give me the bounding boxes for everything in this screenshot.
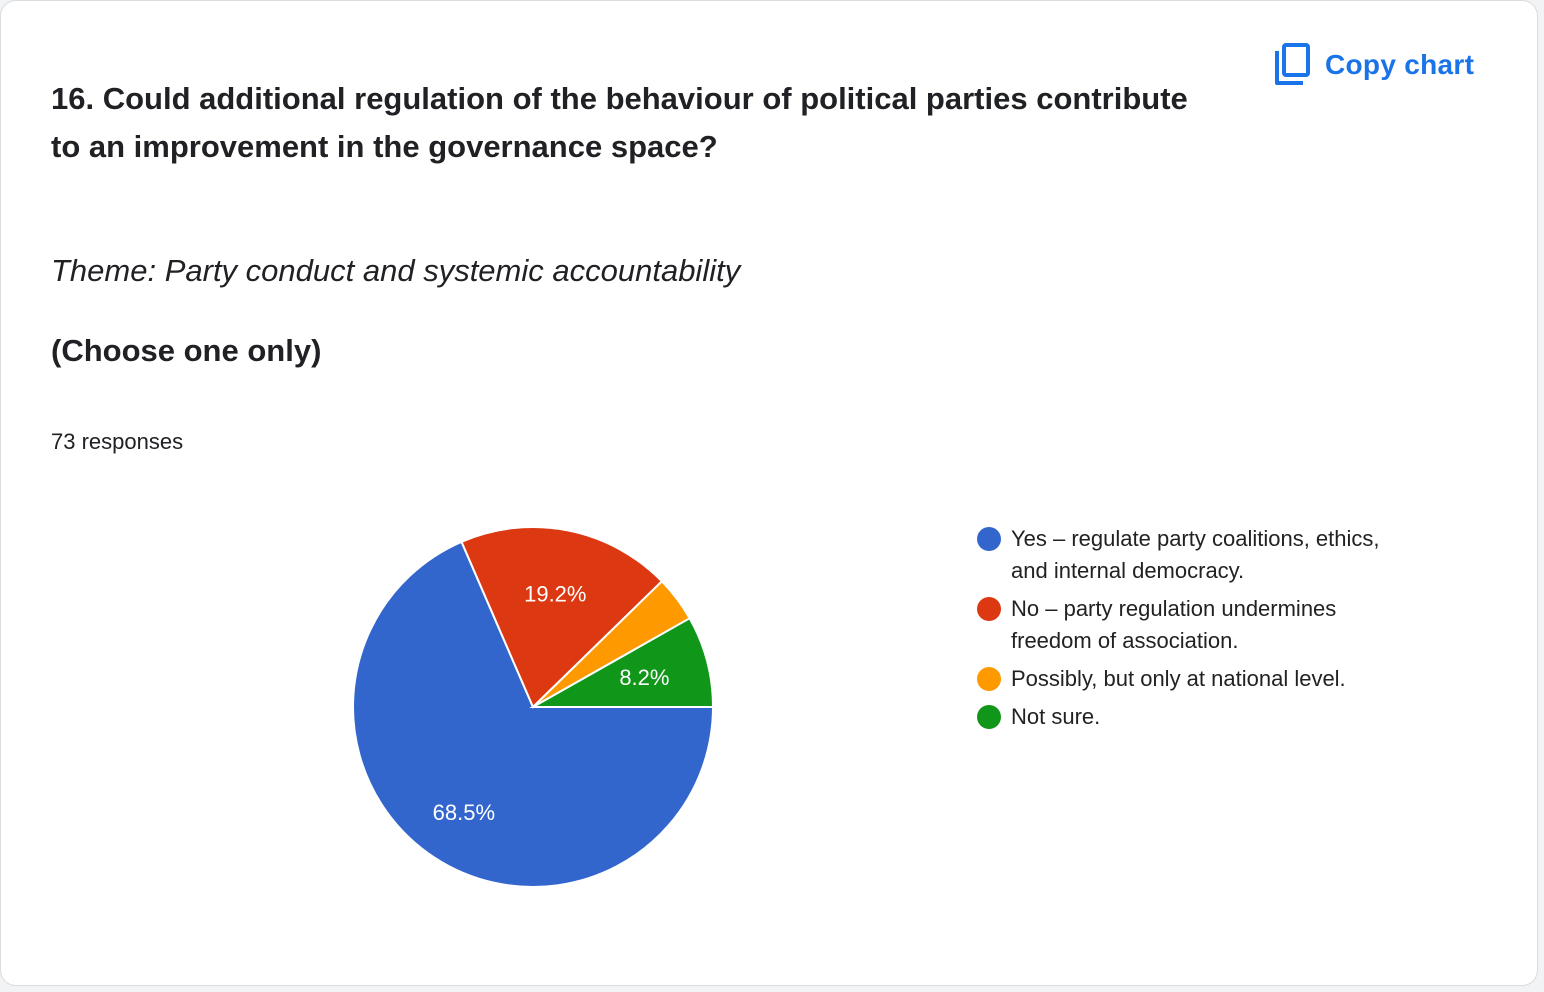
question-title-line-2: to an improvement in the governance spac…	[51, 129, 718, 164]
legend-label-line: Possibly, but only at national level.	[1011, 666, 1346, 691]
legend-swatch-2	[977, 667, 1001, 691]
question-theme: Theme: Party conduct and systemic accoun…	[51, 253, 741, 288]
pie-slice-1[interactable]	[460, 526, 664, 709]
response-count: 73 responses	[51, 429, 184, 454]
question-title: 16. Could additional regulation of the b…	[51, 75, 1221, 171]
legend-item-0[interactable]: Yes – regulate party coalitions, ethics,…	[977, 523, 1457, 587]
question-title-line-1: 16. Could additional regulation of the b…	[51, 81, 1188, 116]
copy-icon	[1275, 43, 1310, 85]
pie-slice-label-0: 68.5%	[433, 800, 495, 825]
legend-label-line: and internal democracy.	[1011, 558, 1245, 583]
legend-label-line: Not sure.	[1011, 704, 1101, 729]
pie-slice-0[interactable]	[352, 540, 715, 888]
legend-label-line: freedom of association.	[1011, 628, 1239, 653]
pie-slice-label-1: 19.2%	[524, 581, 586, 606]
question-instruction: (Choose one only)	[51, 333, 322, 368]
legend-swatch-1	[977, 597, 1001, 621]
legend-swatch-0	[977, 527, 1001, 551]
legend-label-1: No – party regulation undermines freedom …	[1011, 593, 1336, 657]
legend-item-3[interactable]: Not sure.	[977, 701, 1457, 733]
pie-slice-label-3: 8.2%	[619, 665, 669, 690]
legend-label-2: Possibly, but only at national level.	[1011, 663, 1346, 695]
chart-legend: Yes – regulate party coalitions, ethics,…	[977, 523, 1457, 739]
legend-item-1[interactable]: No – party regulation undermines freedom …	[977, 593, 1457, 657]
pie-chart[interactable]: 68.5% 19.2% 8.2%	[341, 515, 725, 899]
legend-label-0: Yes – regulate party coalitions, ethics,…	[1011, 523, 1380, 587]
legend-swatch-3	[977, 705, 1001, 729]
legend-label-line: No – party regulation undermines	[1011, 596, 1337, 621]
legend-label-line: Yes – regulate party coalitions, ethics,	[1011, 526, 1380, 551]
copy-chart-label: Copy chart	[1325, 49, 1475, 80]
legend-item-2[interactable]: Possibly, but only at national level.	[977, 663, 1457, 695]
pie-slice-3[interactable]	[529, 616, 715, 708]
copy-chart-button[interactable]: Copy chart	[1263, 37, 1484, 93]
legend-label-3: Not sure.	[1011, 701, 1100, 733]
